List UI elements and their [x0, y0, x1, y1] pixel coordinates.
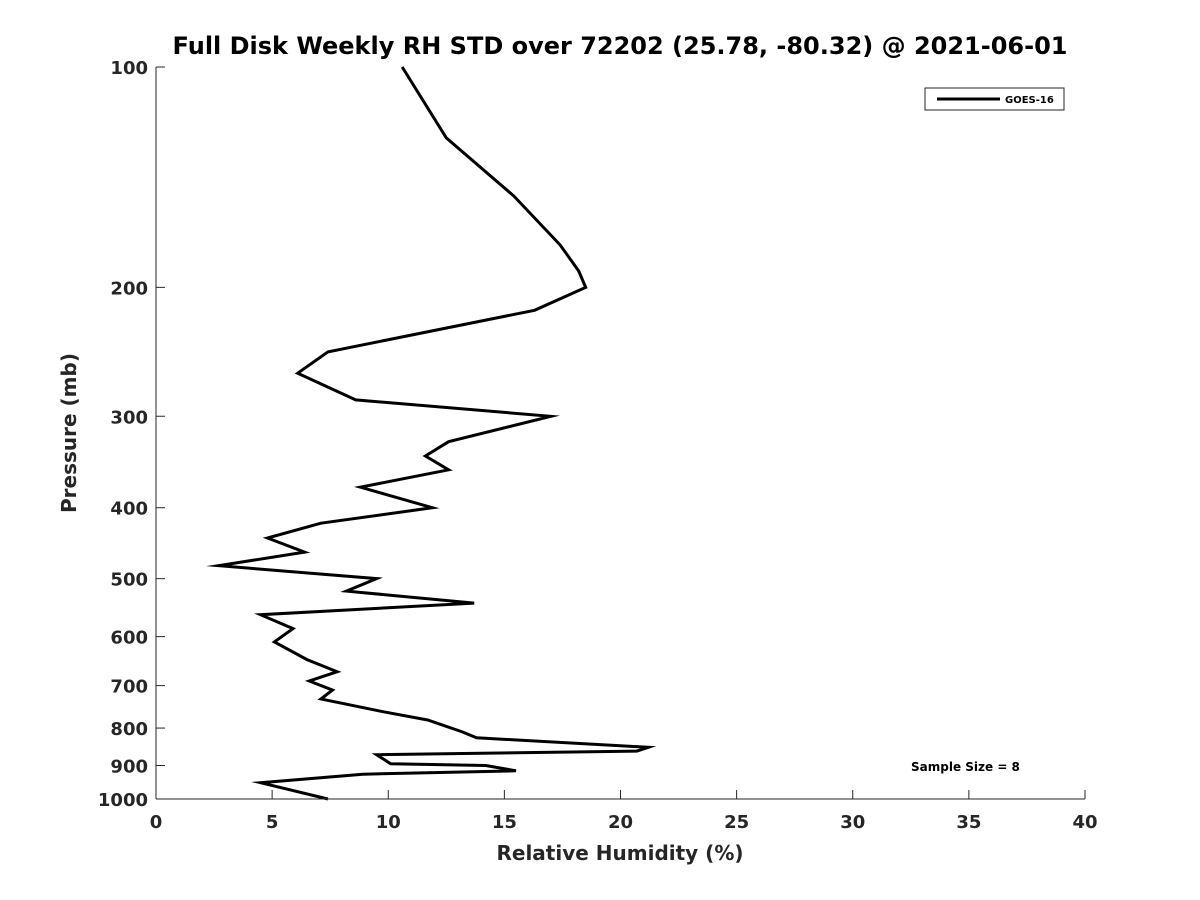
- y-tick-label: 400: [110, 499, 148, 520]
- y-tick-label: 1000: [98, 790, 148, 811]
- y-tick-label: 300: [110, 407, 148, 428]
- x-tick-label: 35: [956, 812, 981, 833]
- axis-ticks: 0 5 10 15 20 25 30 35 40 100 200 300 400 500 600 700 800…: [98, 58, 1098, 833]
- x-tick-label: 15: [492, 812, 517, 833]
- x-tick-label: 40: [1072, 812, 1097, 833]
- y-tick-label: 100: [110, 58, 148, 79]
- data-series: [206, 66, 657, 801]
- y-tick-label: 700: [110, 677, 148, 698]
- chart-title: Full Disk Weekly RH STD over 72202 (25.7…: [173, 32, 1068, 60]
- x-axis-label: Relative Humidity (%): [496, 841, 743, 865]
- y-tick-label: 900: [110, 757, 148, 778]
- series-line-goes-16: [206, 66, 657, 801]
- x-tick-label: 25: [724, 812, 749, 833]
- y-tick-label: 200: [110, 278, 148, 299]
- sample-size-annotation: Sample Size = 8: [911, 760, 1020, 774]
- legend-entry-goes-16: GOES-16: [1005, 95, 1054, 106]
- x-tick-label: 10: [376, 812, 401, 833]
- x-tick-label: 20: [608, 812, 633, 833]
- y-tick-label: 800: [110, 719, 148, 740]
- plot-area: [156, 67, 1085, 799]
- legend: GOES-16: [924, 87, 1065, 111]
- x-tick-label: 5: [266, 812, 279, 833]
- x-tick-label: 30: [840, 812, 865, 833]
- x-tick-label: 0: [150, 812, 163, 833]
- y-tick-label: 500: [110, 570, 148, 591]
- y-tick-label: 600: [110, 628, 148, 649]
- y-axis-label: Pressure (mb): [57, 353, 81, 513]
